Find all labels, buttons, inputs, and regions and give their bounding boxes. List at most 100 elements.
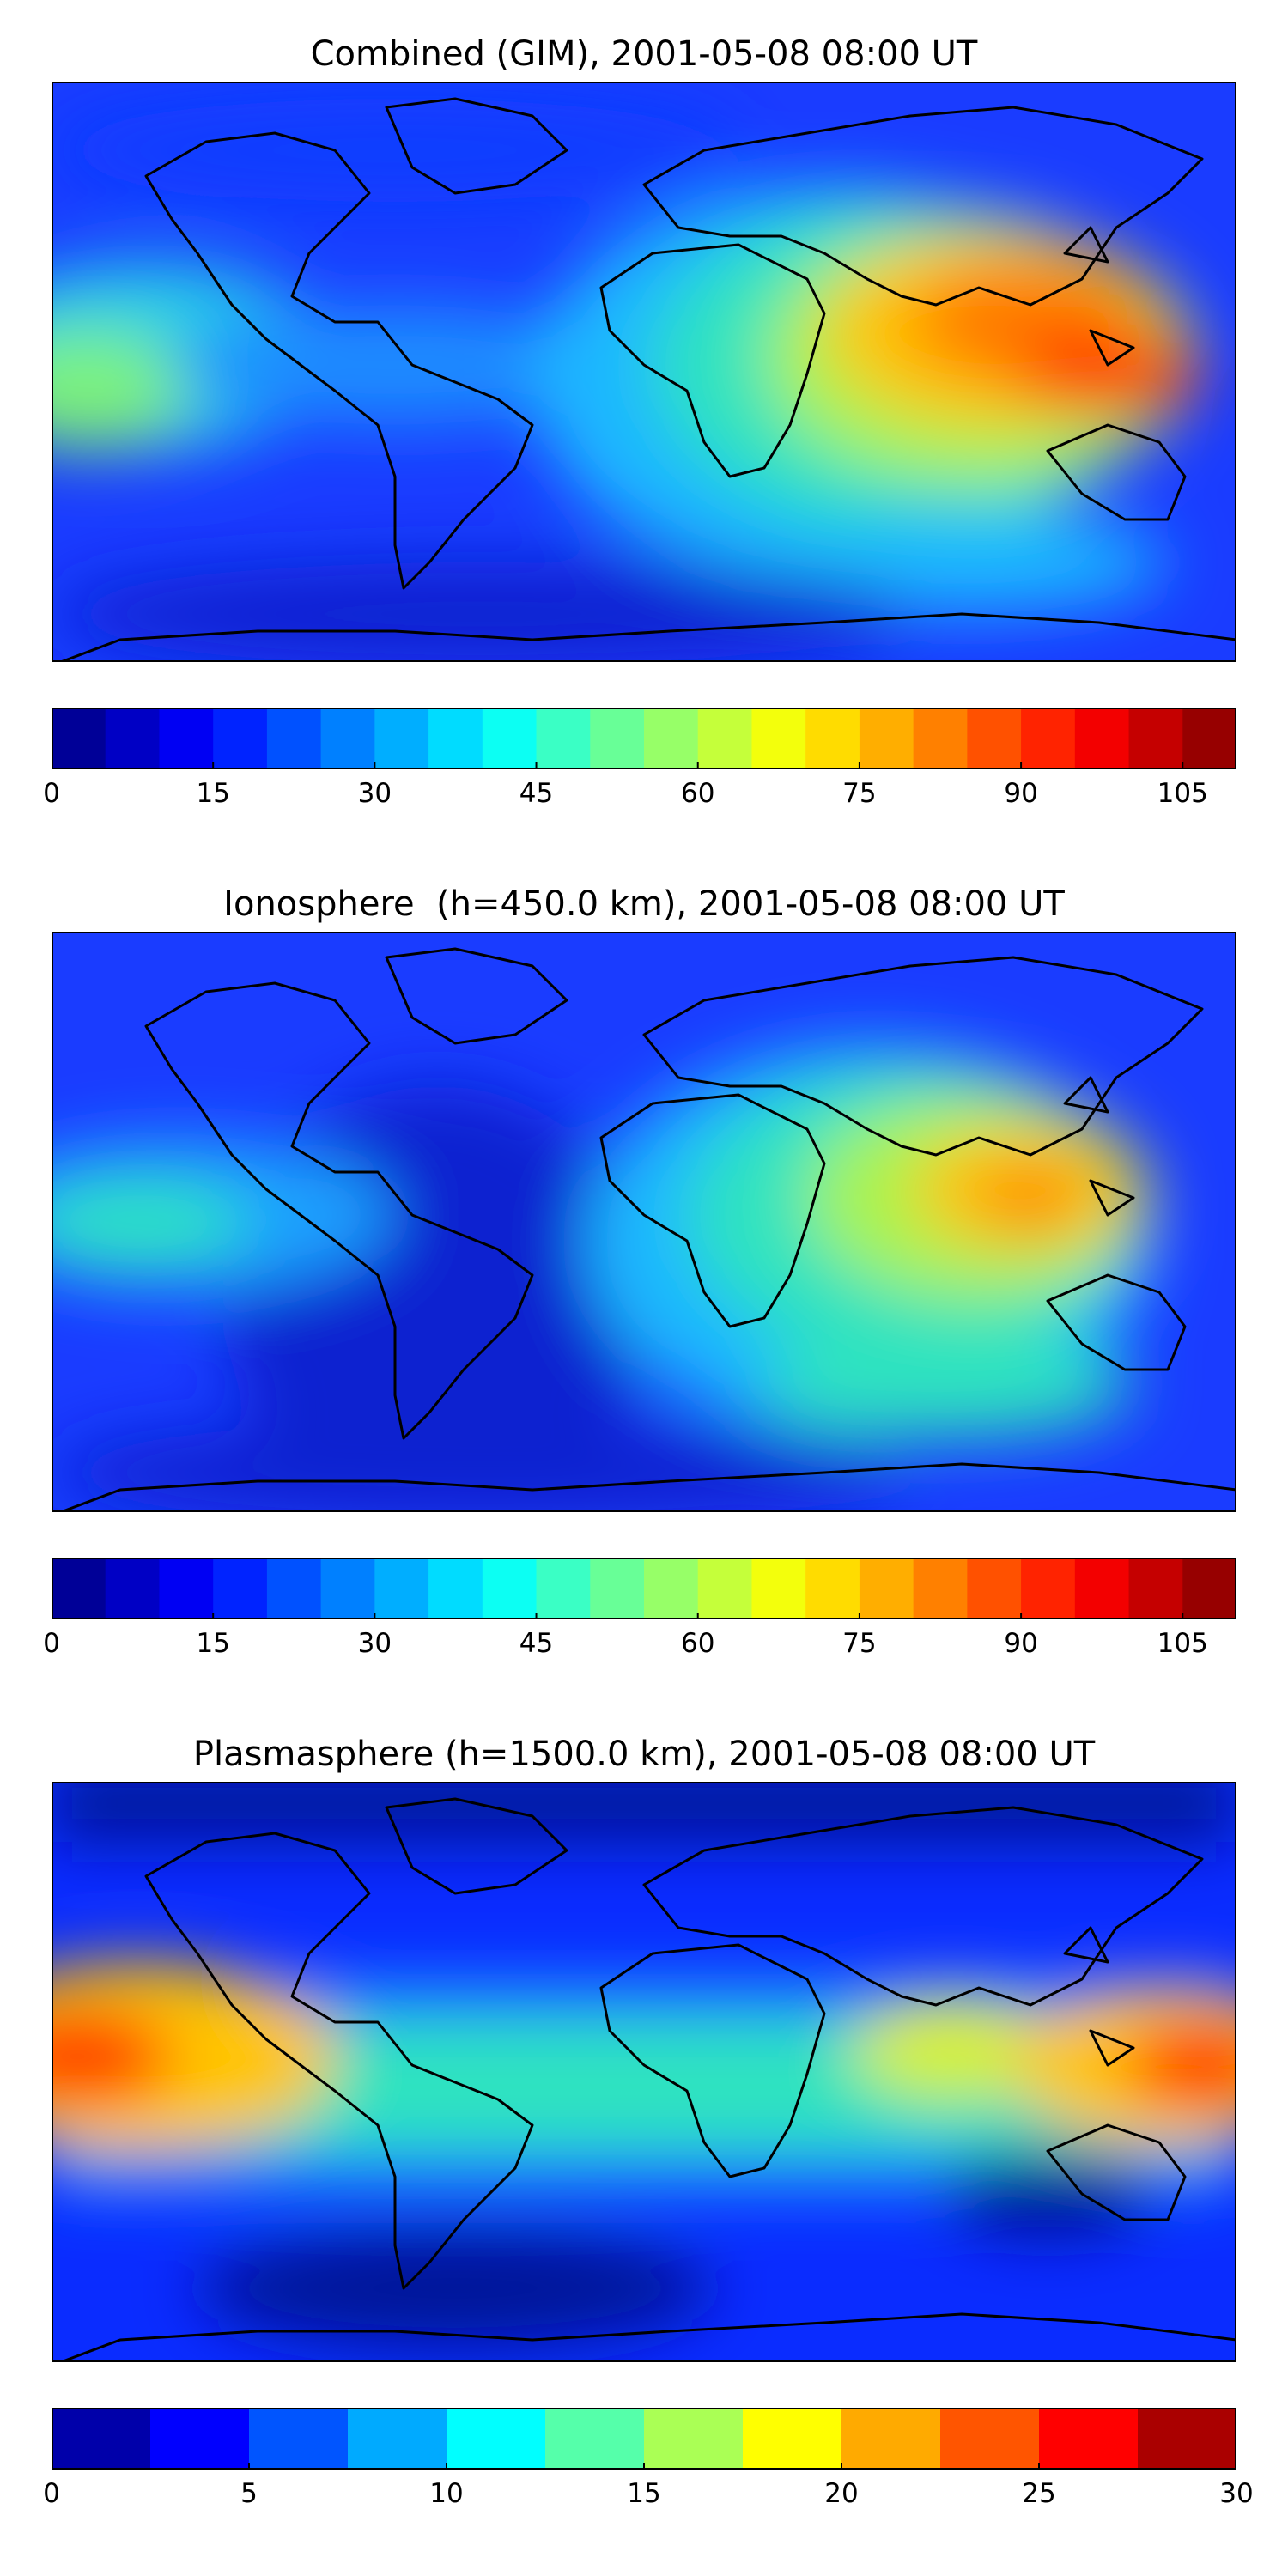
colorbar-tick-label: 20 bbox=[824, 2478, 859, 2509]
coastlines bbox=[57, 97, 1236, 662]
colorbar-bin bbox=[447, 2408, 546, 2470]
colorbar-bin bbox=[1074, 1558, 1130, 1619]
colorbar-bin bbox=[644, 708, 699, 769]
colorbar-tick-labels: 0 15 30 45 60 75 90 105 bbox=[43, 1628, 1236, 1671]
colorbar-frame bbox=[52, 2408, 1236, 2470]
colorbar-bin bbox=[751, 708, 806, 769]
colorbar-bin bbox=[374, 1558, 429, 1619]
panel-ionosphere: Ionosphere (h=450.0 km), 2001-05-08 08:0… bbox=[0, 884, 1288, 1674]
map-frame bbox=[52, 1782, 1236, 2362]
colorbar-bin bbox=[697, 1558, 753, 1619]
panel-plasmasphere: Plasmasphere (h=1500.0 km), 2001-05-08 0… bbox=[0, 1735, 1288, 2542]
colorbar-bin bbox=[52, 1558, 106, 1619]
colorbar-bin bbox=[913, 708, 968, 769]
colorbar-bin bbox=[536, 1558, 591, 1619]
tec-field-shading bbox=[52, 99, 1202, 662]
colorbar-tick-label: 45 bbox=[519, 778, 554, 809]
colorbar-tick-label: 30 bbox=[1219, 2478, 1254, 2509]
colorbar-bin bbox=[150, 2408, 250, 2470]
colorbar-tick-label: 60 bbox=[680, 1628, 715, 1659]
tec-map-ionosphere bbox=[52, 932, 1236, 1512]
colorbar-bin bbox=[348, 2408, 447, 2470]
colorbar-bin bbox=[320, 1558, 375, 1619]
colorbar-bin bbox=[545, 2408, 645, 2470]
colorbar-bin bbox=[1128, 708, 1183, 769]
colorbar-tick-label: 75 bbox=[842, 1628, 877, 1659]
colorbar-bin bbox=[159, 708, 214, 769]
colorbar-bin bbox=[105, 1558, 161, 1619]
colorbar-bin bbox=[1138, 2408, 1236, 2470]
colorbar-bin bbox=[805, 1558, 860, 1619]
colorbar-tick-label: 30 bbox=[357, 778, 392, 809]
colorbar-bin bbox=[428, 1558, 483, 1619]
colorbar-tick-label: 105 bbox=[1157, 778, 1208, 809]
colorbar-bin bbox=[52, 2408, 151, 2470]
colorbar-bin bbox=[320, 708, 375, 769]
colorbar-frame bbox=[52, 708, 1236, 769]
map-frame bbox=[52, 82, 1236, 662]
colorbar-bin bbox=[1182, 708, 1236, 769]
colorbar-bin bbox=[266, 1558, 322, 1619]
colorbar-bin bbox=[644, 2408, 744, 2470]
colorbar-bin bbox=[644, 1558, 699, 1619]
colorbar-tick-labels: 0 5 10 15 20 25 30 bbox=[43, 2478, 1254, 2521]
colorbar-bin bbox=[697, 708, 753, 769]
colorbar-bin bbox=[590, 708, 645, 769]
colorbar bbox=[52, 1558, 1236, 1619]
colorbar-frame bbox=[52, 1558, 1236, 1619]
colorbar-bin bbox=[743, 2408, 842, 2470]
colorbar-tick-label: 15 bbox=[196, 778, 230, 809]
colorbar-bin bbox=[536, 708, 591, 769]
colorbar-bin bbox=[213, 708, 268, 769]
colorbar-bin bbox=[1128, 1558, 1183, 1619]
panel-combined: Combined (GIM), 2001-05-08 08:00 UT bbox=[0, 34, 1288, 824]
colorbar-bin bbox=[428, 708, 483, 769]
colorbar-tick-label: 0 bbox=[43, 2478, 60, 2509]
colorbar-tick-label: 90 bbox=[1004, 778, 1038, 809]
colorbar-bin bbox=[913, 1558, 968, 1619]
colorbar-tick-label: 0 bbox=[43, 778, 60, 809]
panel-title: Ionosphere (h=450.0 km), 2001-05-08 08:0… bbox=[223, 884, 1065, 924]
panel-title: Combined (GIM), 2001-05-08 08:00 UT bbox=[310, 34, 978, 74]
colorbar-tick-label: 15 bbox=[196, 1628, 230, 1659]
colorbar-tick-label: 0 bbox=[43, 1628, 60, 1659]
colorbar-tick-label: 90 bbox=[1004, 1628, 1038, 1659]
colorbar-bin bbox=[590, 1558, 645, 1619]
map-frame bbox=[52, 932, 1236, 1512]
colorbar-tick-label: 60 bbox=[680, 778, 715, 809]
tec-field-shading bbox=[52, 1043, 1151, 1512]
colorbar-bin bbox=[940, 2408, 1040, 2470]
colorbar-tick-labels: 0 15 30 45 60 75 90 105 bbox=[43, 778, 1236, 821]
colorbar-bin bbox=[1021, 1558, 1076, 1619]
colorbar-bin bbox=[213, 1558, 268, 1619]
colorbar-bin bbox=[482, 1558, 538, 1619]
colorbar-bin bbox=[482, 708, 538, 769]
colorbar-bin bbox=[859, 708, 914, 769]
coastlines bbox=[57, 947, 1236, 1512]
coastlines bbox=[57, 1797, 1236, 2362]
colorbar-bin bbox=[266, 708, 322, 769]
tec-map-plasmasphere bbox=[52, 1782, 1236, 2362]
tec-map-combined bbox=[52, 82, 1236, 662]
colorbar-tick-label: 75 bbox=[842, 778, 877, 809]
colorbar-bin bbox=[159, 1558, 214, 1619]
colorbar-bin bbox=[105, 708, 161, 769]
colorbar-bin bbox=[751, 1558, 806, 1619]
colorbar-bin bbox=[967, 1558, 1022, 1619]
colorbar-bin bbox=[52, 708, 106, 769]
colorbar bbox=[52, 708, 1236, 769]
panel-title: Plasmasphere (h=1500.0 km), 2001-05-08 0… bbox=[192, 1735, 1096, 1774]
colorbar-tick-label: 45 bbox=[519, 1628, 554, 1659]
colorbar-bin bbox=[967, 708, 1022, 769]
colorbar-bin bbox=[249, 2408, 349, 2470]
colorbar-bin bbox=[1182, 1558, 1236, 1619]
colorbar-tick-label: 5 bbox=[240, 2478, 258, 2509]
colorbar-bin bbox=[805, 708, 860, 769]
colorbar-bin bbox=[1021, 708, 1076, 769]
colorbar-bin bbox=[1039, 2408, 1139, 2470]
colorbar-bin bbox=[859, 1558, 914, 1619]
colorbar-bin bbox=[1074, 708, 1130, 769]
colorbar-tick-label: 25 bbox=[1022, 2478, 1056, 2509]
colorbar-bin bbox=[841, 2408, 941, 2470]
colorbar-tick-label: 105 bbox=[1157, 1628, 1208, 1659]
